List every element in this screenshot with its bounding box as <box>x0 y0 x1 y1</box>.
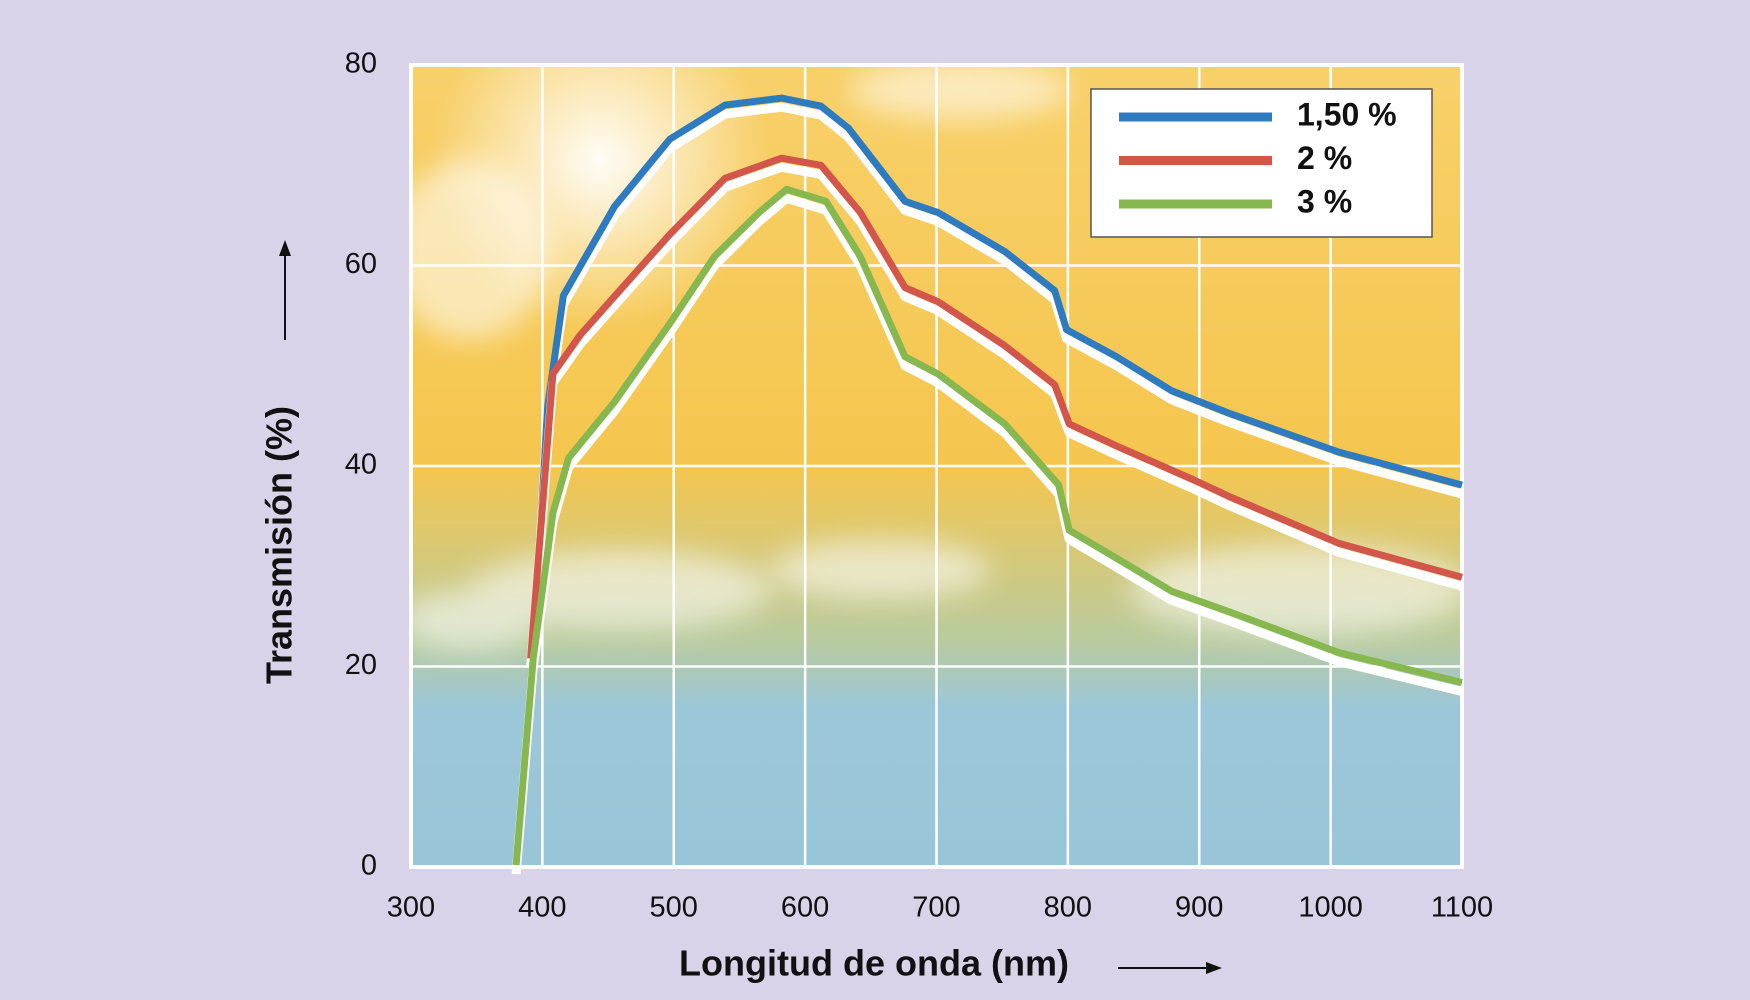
legend-label: 3 % <box>1297 183 1352 219</box>
legend-label: 1,50 % <box>1297 96 1397 132</box>
y-tick-label: 60 <box>345 248 377 280</box>
x-tick-label: 500 <box>650 892 698 924</box>
x-tick-label: 800 <box>1044 892 1092 924</box>
x-tick-label: 300 <box>387 892 435 924</box>
y-axis-title: Transmisión (%) <box>259 406 300 684</box>
series-line <box>527 154 1463 659</box>
x-tick-label: 1100 <box>1431 892 1493 924</box>
y-arrowhead <box>279 240 291 256</box>
legend-label: 2 % <box>1297 140 1352 176</box>
x-tick-label: 700 <box>912 892 960 924</box>
y-tick-label: 40 <box>345 449 377 481</box>
x-tick-label: 400 <box>518 892 566 924</box>
series-line <box>512 185 1463 866</box>
y-tick-label: 20 <box>345 649 377 681</box>
x-axis-title: Longitud de onda (nm) <box>679 943 1069 984</box>
series-line <box>529 94 1463 659</box>
line-halo <box>526 162 1464 668</box>
y-tick-label: 80 <box>345 48 377 80</box>
y-tick-label: 0 <box>361 850 377 882</box>
x-tick-label: 900 <box>1175 892 1223 924</box>
line-halo <box>511 193 1464 875</box>
line-halo <box>528 102 1464 668</box>
x-tick-label: 1000 <box>1298 892 1363 924</box>
x-tick-label: 600 <box>781 892 829 924</box>
x-arrowhead <box>1206 962 1222 974</box>
